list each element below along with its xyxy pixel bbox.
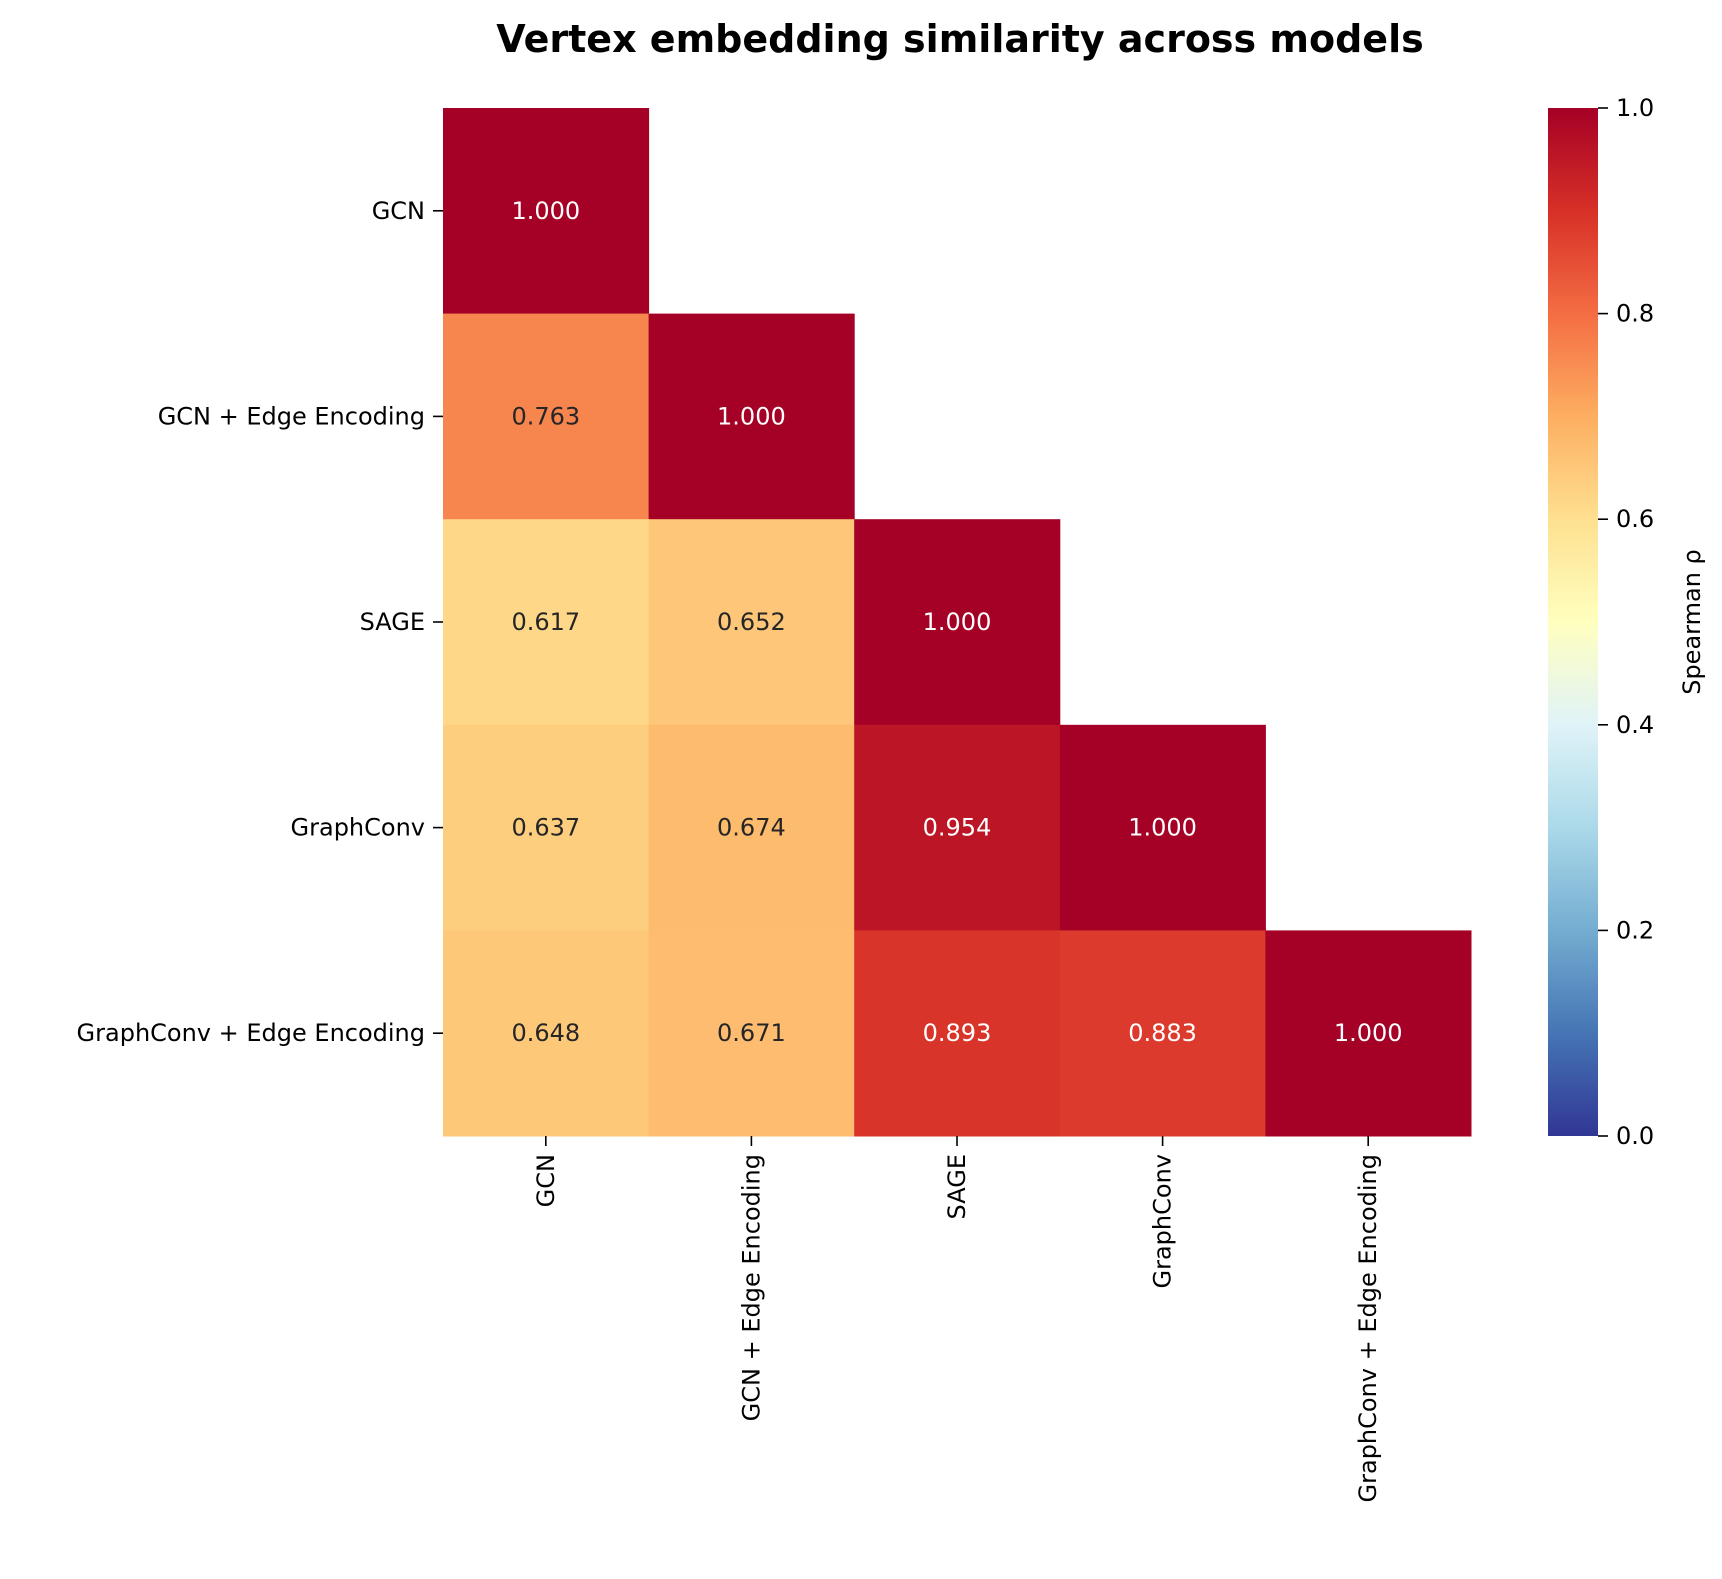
colorbar-gradient [1548, 108, 1598, 1136]
colorbar-tick-label: 0.2 [1616, 916, 1654, 944]
colorbar-tick-label: 0.6 [1616, 505, 1654, 533]
y-axis: GCN GCN + Edge Encoding SAGE GraphConv Graph… [77, 197, 443, 1047]
colorbar-label: Spearman ρ [1678, 549, 1706, 695]
heatmap-cell [443, 519, 650, 726]
cell-annotation: 0.648 [511, 1019, 580, 1047]
cell-annotation: 0.671 [717, 1019, 786, 1047]
heatmap-cell [443, 313, 650, 520]
heatmap-cell [648, 724, 855, 931]
colorbar-tick-label: 1.0 [1616, 94, 1654, 122]
cell-annotation: 0.954 [923, 814, 992, 842]
heatmap-cell [648, 519, 855, 726]
y-tick-label: GraphConv + Edge Encoding [77, 1019, 425, 1047]
y-tick-label: GraphConv [291, 814, 425, 842]
cell-annotation: 0.652 [717, 608, 786, 636]
heatmap-cell [854, 519, 1061, 726]
x-tick-label: GCN [532, 1154, 560, 1207]
cell-annotation: 0.674 [717, 814, 786, 842]
heatmap-cell [443, 930, 650, 1137]
y-tick-label: SAGE [360, 608, 425, 636]
colorbar-ticks: 0.0 0.2 0.4 0.6 0.8 1.0 [1598, 94, 1654, 1150]
cell-annotation: 1.000 [717, 402, 786, 430]
cell-annotation: 0.637 [511, 814, 580, 842]
heatmap-cell [443, 724, 650, 931]
heatmap-cell [1265, 930, 1472, 1137]
cell-annotation: 1.000 [511, 197, 580, 225]
colorbar-tick-label: 0.8 [1616, 300, 1654, 328]
cell-annotations: 1.000 0.763 1.000 0.617 0.652 1.000 0.637 0.674… [511, 197, 1402, 1047]
heatmap-cell [648, 313, 855, 520]
cell-annotation: 0.893 [923, 1019, 992, 1047]
heatmap-cell [854, 930, 1061, 1137]
heatmap-cell [648, 930, 855, 1137]
chart-title: Vertex embedding similarity across model… [496, 17, 1423, 61]
x-tick-label: SAGE [943, 1154, 971, 1219]
heatmap-cell [443, 108, 650, 315]
cell-annotation: 0.883 [1128, 1019, 1197, 1047]
x-axis: GCN GCN + Edge Encoding SAGE GraphConv Graph… [532, 1136, 1382, 1502]
heatmap-cells [443, 108, 1472, 1137]
cell-annotation: 1.000 [1128, 814, 1197, 842]
heatmap-cell [1059, 930, 1266, 1137]
cell-annotation: 0.617 [511, 608, 580, 636]
y-tick-label: GCN + Edge Encoding [158, 402, 425, 430]
cell-annotation: 0.763 [511, 402, 580, 430]
heatmap-cell [1059, 724, 1266, 931]
cell-annotation: 1.000 [923, 608, 992, 636]
colorbar: 0.0 0.2 0.4 0.6 0.8 1.0 Spearman ρ [1548, 94, 1706, 1150]
heatmap-cell [854, 724, 1061, 931]
cell-annotation: 1.000 [1334, 1019, 1403, 1047]
x-tick-label: GraphConv [1149, 1154, 1177, 1288]
x-tick-label: GCN + Edge Encoding [737, 1154, 765, 1421]
y-tick-label: GCN [372, 197, 425, 225]
x-tick-label: GraphConv + Edge Encoding [1354, 1154, 1382, 1502]
colorbar-tick-label: 0.4 [1616, 711, 1654, 739]
colorbar-tick-label: 0.0 [1616, 1122, 1654, 1150]
